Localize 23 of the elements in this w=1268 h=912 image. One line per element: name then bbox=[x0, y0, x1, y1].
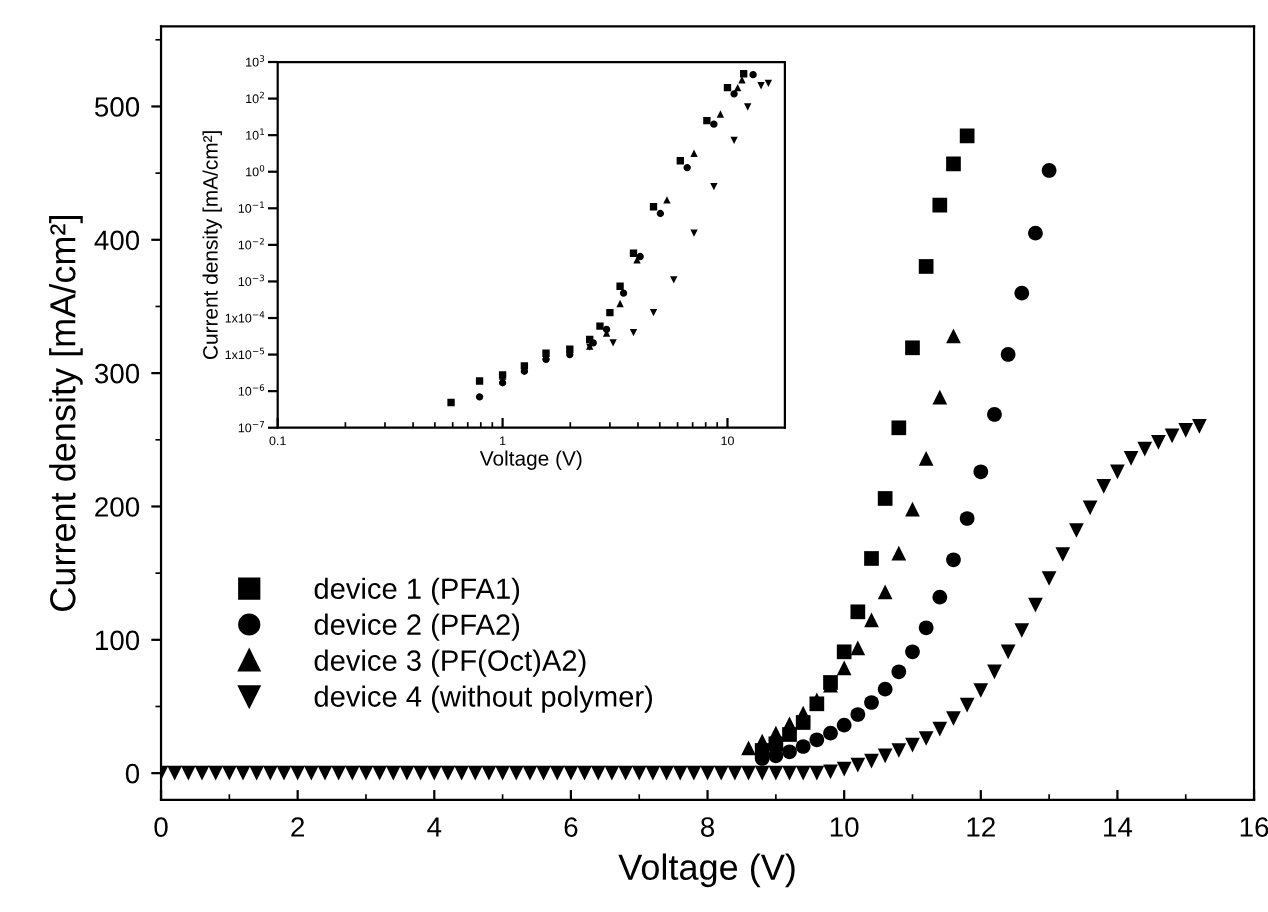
x-tick-label: 2 bbox=[291, 817, 304, 837]
x-tick-label: 6 bbox=[564, 817, 578, 837]
legend-label: device 4 (without polymer) bbox=[314, 685, 653, 713]
legend-label: device 2 (PFA2) bbox=[314, 613, 520, 641]
y-tick-label: 200 bbox=[95, 497, 140, 517]
y-tick-label: 400 bbox=[94, 230, 140, 251]
x-tick-label: 14 bbox=[1104, 817, 1133, 837]
legend-label: device 3 (PF(Oct)A2) bbox=[314, 649, 586, 677]
x-tick-label: 8 bbox=[701, 817, 715, 837]
legend-label: device 1 (PFA1) bbox=[314, 577, 520, 605]
y-tick-label: 100 bbox=[95, 630, 140, 651]
x-tick-label: 10 bbox=[830, 817, 859, 837]
y-tick-label: 300 bbox=[94, 363, 140, 384]
x-axis-title: Voltage (V) bbox=[479, 450, 582, 470]
y-tick-label: 0 bbox=[125, 763, 140, 784]
x-axis-title: Voltage (V) bbox=[618, 853, 795, 888]
x-tick-label: 0 bbox=[154, 817, 168, 837]
x-tick-label: 12 bbox=[967, 817, 995, 837]
x-tick-label: 16 bbox=[1240, 817, 1268, 837]
y-tick-label: 500 bbox=[94, 97, 140, 117]
y-axis-title: Current density [mA/cm²] bbox=[202, 131, 222, 359]
y-axis-title: Current density [mA/cm²] bbox=[49, 216, 83, 611]
x-tick-label: 4 bbox=[427, 817, 442, 837]
